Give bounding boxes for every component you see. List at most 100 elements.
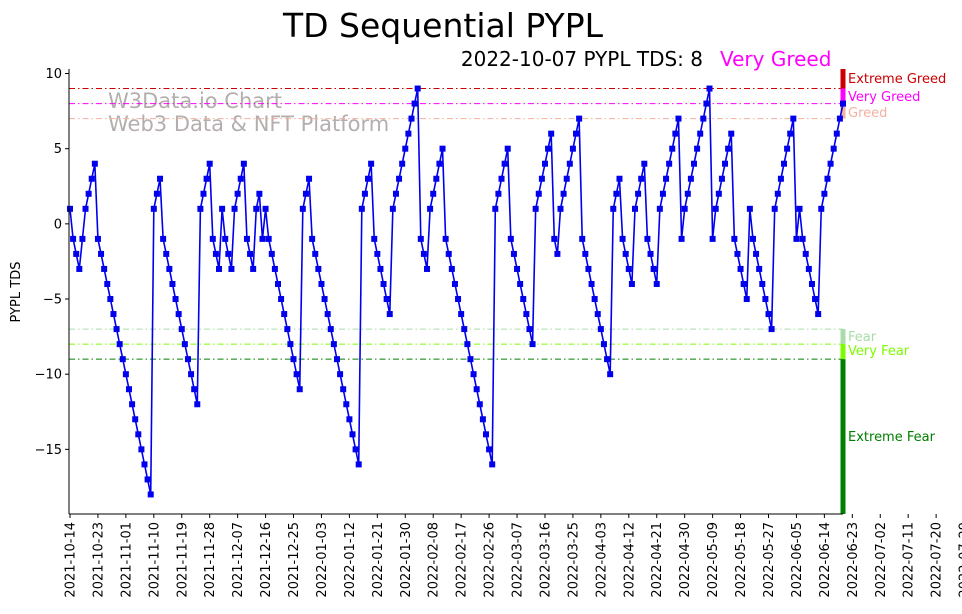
data-point — [94, 235, 101, 242]
data-point — [287, 341, 294, 348]
data-point — [771, 205, 778, 212]
data-point — [573, 130, 580, 137]
watermark-line-1: W3Data.io Chart — [108, 89, 282, 113]
data-point — [315, 265, 322, 272]
data-point — [718, 175, 725, 182]
data-point — [554, 250, 561, 257]
data-point — [669, 145, 676, 152]
data-point — [383, 296, 390, 303]
x-tick-label: 2022-01-12 — [343, 522, 358, 598]
data-point — [327, 326, 334, 333]
data-point — [541, 160, 548, 167]
data-point — [98, 250, 105, 257]
data-point — [787, 130, 794, 137]
data-point — [82, 205, 89, 212]
data-point — [731, 235, 738, 242]
data-point — [293, 371, 300, 378]
data-point — [579, 235, 586, 242]
data-point — [377, 265, 384, 272]
data-point — [414, 85, 421, 92]
data-point — [613, 190, 620, 197]
data-point — [181, 341, 188, 348]
data-point — [833, 130, 840, 137]
data-point — [234, 190, 241, 197]
series-layer — [67, 85, 846, 498]
data-point — [749, 235, 756, 242]
data-point — [659, 190, 666, 197]
data-point — [802, 250, 809, 257]
x-tick-label: 2022-03-25 — [566, 522, 581, 598]
data-point — [265, 235, 272, 242]
data-point — [591, 296, 598, 303]
data-point — [175, 311, 182, 318]
watermark-line-2: Web3 Data & NFT Platform — [108, 112, 389, 136]
x-tick-label: 2022-01-03 — [315, 522, 330, 598]
data-point — [259, 235, 266, 242]
chart-title: TD Sequential PYPL — [282, 6, 604, 45]
x-tick-label: 2022-05-27 — [762, 522, 777, 598]
data-point — [641, 160, 648, 167]
data-point — [706, 85, 713, 92]
y-axis-label: PYPL TDS — [9, 262, 24, 323]
data-point — [247, 250, 254, 257]
x-tick-label: 2022-04-21 — [650, 522, 665, 598]
data-point — [746, 205, 753, 212]
data-point — [805, 265, 812, 272]
data-point — [697, 130, 704, 137]
x-tick-label: 2021-11-19 — [175, 522, 190, 598]
data-point — [262, 205, 269, 212]
data-point — [815, 311, 822, 318]
data-point — [361, 190, 368, 197]
band-label-extreme-greed: Extreme Greed — [848, 72, 946, 87]
data-point — [278, 296, 285, 303]
band-label-extreme-fear: Extreme Fear — [848, 430, 936, 445]
data-point — [396, 175, 403, 182]
band-extreme-greed — [840, 69, 846, 89]
data-point — [132, 416, 139, 423]
x-tick-label: 2022-03-07 — [511, 522, 526, 598]
data-point — [433, 175, 440, 182]
data-point — [70, 235, 77, 242]
data-point — [212, 250, 219, 257]
data-point — [796, 205, 803, 212]
data-point — [302, 190, 309, 197]
data-point — [824, 175, 831, 182]
y-tick-label: 0 — [54, 217, 62, 232]
data-point — [557, 205, 564, 212]
data-point — [337, 371, 344, 378]
data-point — [411, 100, 418, 107]
data-point — [650, 265, 657, 272]
data-point — [358, 205, 365, 212]
x-tick-label: 2021-12-07 — [231, 522, 246, 598]
data-point — [243, 235, 250, 242]
x-tick-label: 2022-07-11 — [902, 522, 917, 598]
x-tick-label: 2021-11-10 — [147, 522, 162, 598]
data-point — [405, 130, 412, 137]
data-point — [163, 250, 170, 257]
data-point — [349, 431, 356, 438]
data-point — [219, 205, 226, 212]
data-point — [576, 115, 583, 122]
data-point — [355, 461, 362, 468]
data-point — [709, 235, 716, 242]
data-point — [455, 296, 462, 303]
data-point — [510, 250, 517, 257]
data-point — [256, 190, 263, 197]
data-point — [529, 341, 536, 348]
data-point — [672, 130, 679, 137]
data-point — [694, 145, 701, 152]
data-point — [514, 265, 521, 272]
data-point — [451, 280, 458, 287]
data-point — [635, 190, 642, 197]
x-tick-label: 2021-10-23 — [91, 522, 106, 598]
band-label-very-fear: Very Fear — [848, 344, 910, 359]
data-point — [194, 401, 201, 408]
data-point — [774, 190, 781, 197]
data-point — [622, 250, 629, 257]
data-point — [135, 431, 142, 438]
x-tick-label: 2022-05-18 — [734, 522, 749, 598]
data-point — [594, 311, 601, 318]
data-point — [461, 326, 468, 333]
data-point — [274, 280, 281, 287]
data-point — [125, 386, 132, 393]
